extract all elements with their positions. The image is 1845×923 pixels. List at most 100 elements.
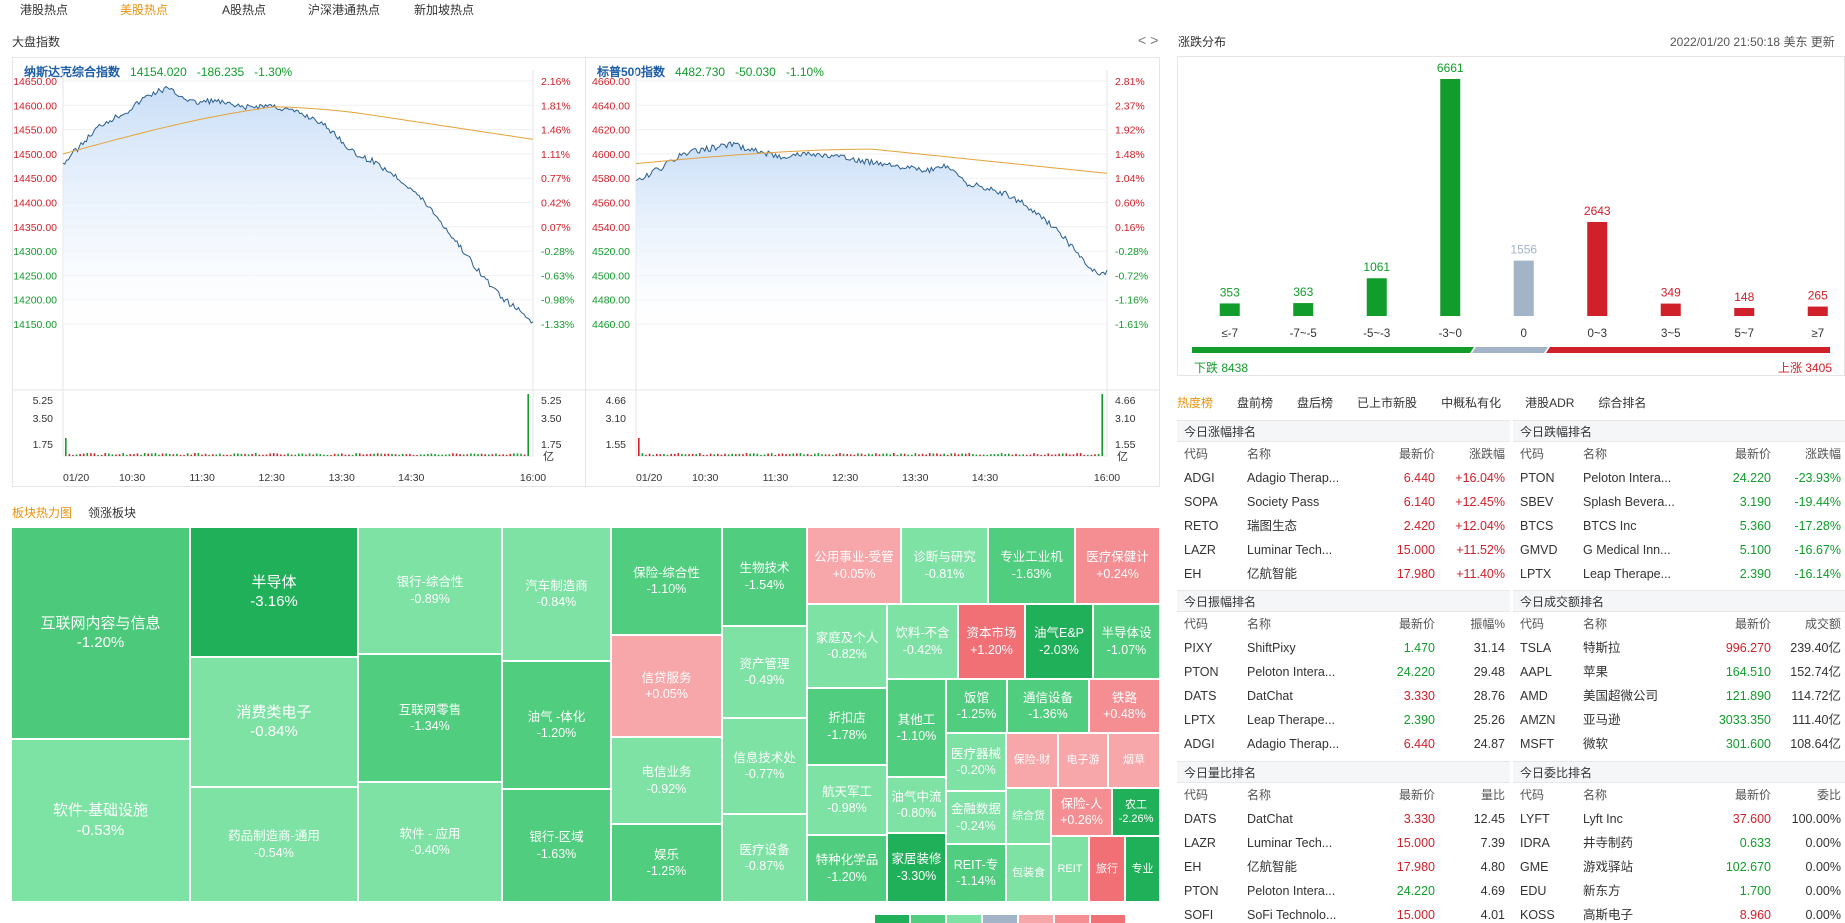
sector-cell[interactable]: 包装食 bbox=[1006, 844, 1051, 902]
table-row[interactable]: AMD 美国超微公司 121.890 114.72亿 bbox=[1513, 684, 1845, 708]
sector-cell[interactable]: 医疗器械 -0.20% bbox=[946, 733, 1006, 791]
sector-cell[interactable]: 特种化学品 -1.20% bbox=[807, 835, 887, 902]
tab-afterhours[interactable]: 盘后榜 bbox=[1297, 396, 1334, 410]
chevron-right-icon[interactable]: > bbox=[1150, 32, 1163, 48]
table-row[interactable]: TSLA 特斯拉 996.270 239.40亿 bbox=[1513, 636, 1845, 660]
sector-cell[interactable]: 保险-人 +0.26% bbox=[1051, 788, 1112, 836]
sector-cell[interactable]: 油气中流 -0.80% bbox=[887, 777, 946, 833]
sector-cell[interactable]: 饭馆 -1.25% bbox=[946, 679, 1007, 733]
tab-leading-sectors[interactable]: 领涨板块 bbox=[88, 506, 137, 520]
sector-cell[interactable]: 公用事业-受管 +0.05% bbox=[807, 527, 901, 604]
sector-cell[interactable]: 综合货 bbox=[1006, 788, 1051, 844]
sector-cell[interactable]: 电信业务 -0.92% bbox=[611, 737, 722, 824]
column-header[interactable]: 代码 bbox=[1520, 788, 1545, 802]
sector-cell[interactable]: 农工 -2.26% bbox=[1112, 788, 1160, 836]
sector-cell[interactable]: 折扣店 -1.78% bbox=[807, 688, 887, 765]
table-row[interactable]: KOSS 高斯电子 8.960 0.00% bbox=[1513, 903, 1845, 923]
sector-cell[interactable]: 其他工 -1.10% bbox=[887, 679, 946, 777]
sector-cell[interactable]: 专业工业机 -1.63% bbox=[988, 527, 1075, 604]
column-header[interactable]: 名称 bbox=[1583, 447, 1608, 461]
sector-cell[interactable]: 汽车制造商 -0.84% bbox=[502, 527, 611, 661]
table-row[interactable]: MSFT 微软 301.600 108.64亿 bbox=[1513, 732, 1845, 756]
column-header[interactable]: 成交额 bbox=[1804, 617, 1841, 631]
column-header[interactable]: 量比 bbox=[1480, 788, 1505, 802]
sector-cell[interactable]: 油气E&P -2.03% bbox=[1025, 604, 1093, 679]
tab-us-hot[interactable]: 美股热点 bbox=[120, 3, 169, 17]
sector-cell[interactable]: REIT bbox=[1051, 836, 1089, 902]
table-row[interactable]: EDU 新东方 1.700 0.00% bbox=[1513, 879, 1845, 903]
sector-cell[interactable]: 资产管理 -0.49% bbox=[722, 626, 807, 718]
sector-cell[interactable]: 铁路 +0.48% bbox=[1089, 679, 1160, 733]
column-header[interactable]: 最新价 bbox=[1734, 617, 1771, 631]
sector-cell[interactable]: 互联网内容与信息 -1.20% bbox=[11, 527, 190, 739]
chevron-left-icon[interactable]: < bbox=[1138, 32, 1151, 48]
sector-cell[interactable]: 旅行 bbox=[1089, 836, 1125, 902]
column-header[interactable]: 代码 bbox=[1520, 447, 1545, 461]
table-row[interactable]: LAZR Luminar Tech... 15.000 +11.52% bbox=[1177, 538, 1510, 562]
column-header[interactable]: 涨跌幅 bbox=[1468, 447, 1505, 461]
tab-hot-rank[interactable]: 热度榜 bbox=[1177, 396, 1214, 410]
sector-cell[interactable]: 金融数据 -0.24% bbox=[946, 791, 1006, 844]
table-row[interactable]: SBEV Splash Bevera... 3.190 -19.44% bbox=[1513, 490, 1845, 514]
sector-cell[interactable]: 半导体 -3.16% bbox=[190, 527, 358, 657]
sector-cell[interactable]: 信息技术处 -0.77% bbox=[722, 718, 807, 814]
sector-cell[interactable]: 医疗设备 -0.87% bbox=[722, 814, 807, 902]
tab-hk-hot[interactable]: 港股热点 bbox=[20, 3, 69, 17]
column-header[interactable]: 名称 bbox=[1583, 788, 1608, 802]
table-row[interactable]: PTON Peloton Intera... 24.220 4.69 bbox=[1177, 879, 1510, 903]
table-row[interactable]: LPTX Leap Therape... 2.390 -16.14% bbox=[1513, 562, 1845, 586]
column-header[interactable]: 最新价 bbox=[1734, 788, 1771, 802]
column-header[interactable]: 振幅% bbox=[1470, 617, 1505, 631]
table-row[interactable]: IDRA 井寺制药 0.633 0.00% bbox=[1513, 831, 1845, 855]
sector-cell[interactable]: 通信设备 -1.36% bbox=[1007, 679, 1089, 733]
column-header[interactable]: 代码 bbox=[1184, 447, 1209, 461]
table-row[interactable]: PTON Peloton Intera... 24.220 29.48 bbox=[1177, 660, 1510, 684]
index-name[interactable]: 标普500指数 bbox=[597, 65, 666, 79]
table-row[interactable]: BTCS BTCS Inc 5.360 -17.28% bbox=[1513, 514, 1845, 538]
sector-cell[interactable]: 专业 bbox=[1125, 836, 1160, 902]
sector-cell[interactable]: 银行-综合性 -0.89% bbox=[358, 527, 502, 654]
tab-sector-heatmap[interactable]: 板块热力图 bbox=[12, 506, 73, 520]
column-header[interactable]: 名称 bbox=[1247, 617, 1272, 631]
sector-cell[interactable]: 烟草 bbox=[1108, 733, 1160, 788]
sector-cell[interactable]: 诊断与研究 -0.81% bbox=[901, 527, 988, 604]
sector-cell[interactable]: 药品制造商-通用 -0.54% bbox=[190, 787, 358, 902]
column-header[interactable]: 代码 bbox=[1184, 788, 1209, 802]
sector-cell[interactable]: 信贷服务 +0.05% bbox=[611, 635, 722, 737]
column-header[interactable]: 最新价 bbox=[1398, 447, 1435, 461]
sector-cell[interactable]: 半导体设 -1.07% bbox=[1093, 604, 1160, 679]
table-row[interactable]: PTON Peloton Intera... 24.220 -23.93% bbox=[1513, 466, 1845, 490]
table-row[interactable]: ADGI Adagio Therap... 6.440 +16.04% bbox=[1177, 466, 1510, 490]
table-row[interactable]: GMVD G Medical Inn... 5.100 -16.67% bbox=[1513, 538, 1845, 562]
sector-cell[interactable]: 消费类电子 -0.84% bbox=[190, 657, 358, 787]
sector-cell[interactable]: 互联网零售 -1.34% bbox=[358, 654, 502, 782]
sector-cell[interactable]: 生物技术 -1.54% bbox=[722, 527, 807, 626]
column-header[interactable]: 涨跌幅 bbox=[1804, 447, 1841, 461]
sector-cell[interactable]: 家庭及个人 -0.82% bbox=[807, 604, 887, 688]
sector-cell[interactable]: 银行-区域 -1.63% bbox=[502, 789, 611, 902]
tab-privatization[interactable]: 中概私有化 bbox=[1441, 396, 1502, 410]
sector-cell[interactable]: 家居装修 -3.30% bbox=[887, 833, 946, 902]
column-header[interactable]: 最新价 bbox=[1398, 788, 1435, 802]
table-row[interactable]: ADGI Adagio Therap... 6.440 24.87 bbox=[1177, 732, 1510, 756]
table-row[interactable]: RETO 瑞图生态 2.420 +12.04% bbox=[1177, 514, 1510, 538]
table-row[interactable]: AMZN 亚马逊 3033.350 111.40亿 bbox=[1513, 708, 1845, 732]
column-header[interactable]: 代码 bbox=[1520, 617, 1545, 631]
table-row[interactable]: LYFT Lyft Inc 37.600 100.00% bbox=[1513, 807, 1845, 831]
sector-cell[interactable]: 资本市场 +1.20% bbox=[958, 604, 1025, 679]
table-row[interactable]: SOFI SoFi Technolo... 15.000 4.01 bbox=[1177, 903, 1510, 923]
table-row[interactable]: EH 亿航智能 17.980 +11.40% bbox=[1177, 562, 1510, 586]
table-row[interactable]: LAZR Luminar Tech... 15.000 7.39 bbox=[1177, 831, 1510, 855]
sector-cell[interactable]: 航天军工 -0.98% bbox=[807, 765, 887, 835]
sector-cell[interactable]: 软件 - 应用 -0.40% bbox=[358, 782, 502, 902]
table-row[interactable]: LPTX Leap Therape... 2.390 25.26 bbox=[1177, 708, 1510, 732]
sector-cell[interactable]: 软件-基础设施 -0.53% bbox=[11, 739, 190, 902]
table-row[interactable]: PIXY ShiftPixy 1.470 31.14 bbox=[1177, 636, 1510, 660]
index-name[interactable]: 纳斯达克综合指数 bbox=[24, 65, 121, 79]
tab-sg-hot[interactable]: 新加坡热点 bbox=[414, 3, 475, 17]
tab-connect-hot[interactable]: 沪深港通热点 bbox=[308, 3, 381, 17]
column-header[interactable]: 名称 bbox=[1247, 788, 1272, 802]
tab-premarket[interactable]: 盘前榜 bbox=[1237, 396, 1274, 410]
table-row[interactable]: GME 游戏驿站 102.670 0.00% bbox=[1513, 855, 1845, 879]
column-header[interactable]: 最新价 bbox=[1398, 617, 1435, 631]
